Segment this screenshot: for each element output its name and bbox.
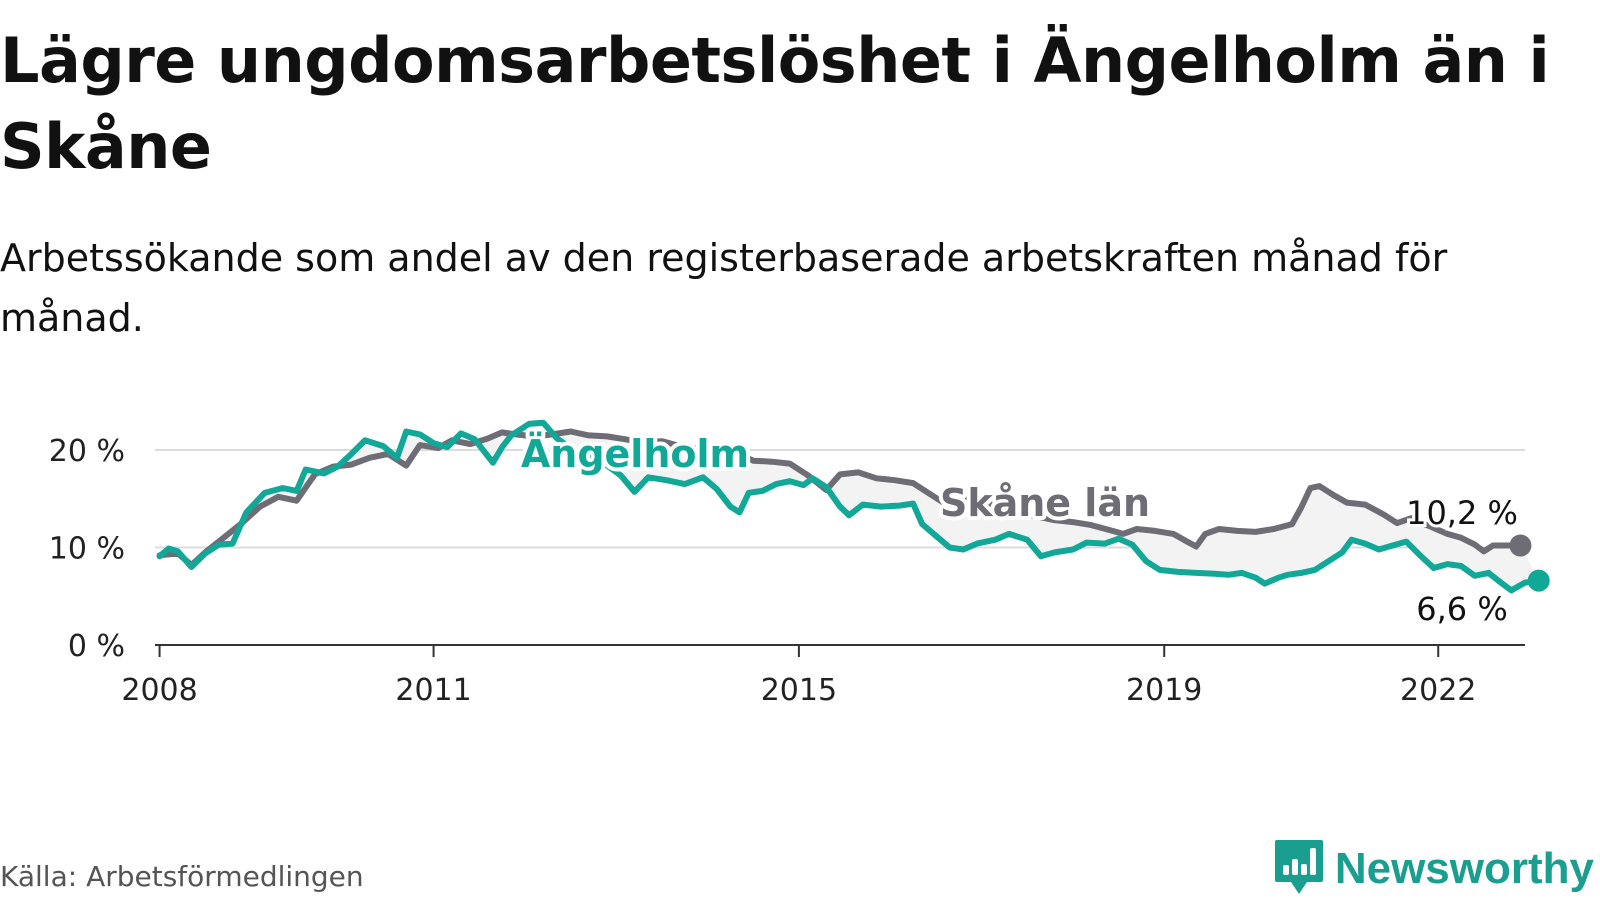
x-tick-label: 2011	[395, 673, 471, 708]
skane-end-marker	[1509, 534, 1532, 557]
skane-end-label: 10,2 %	[1406, 494, 1518, 532]
chart-title: Lägre ungdomsarbetslöshet i Ängelholm än…	[0, 24, 1550, 183]
axes: 0 % 10 % 20 % 2008 2011 2015 2019 2022	[49, 434, 1525, 708]
chart-subtitle: Arbetssökande som andel av den registerb…	[0, 236, 1448, 340]
skane-line	[156, 428, 1524, 568]
x-tick-label: 2022	[1400, 673, 1476, 708]
x-tick-label: 2015	[761, 673, 837, 708]
y-tick-label: 20 %	[49, 434, 125, 469]
x-tick-label: 2019	[1126, 673, 1202, 708]
x-tick-label: 2008	[121, 673, 197, 708]
source-note: Källa: Arbetsförmedlingen	[0, 860, 364, 893]
brand-name: Newsworthy	[1334, 844, 1594, 893]
gap-area	[159, 422, 1539, 591]
series-lines	[156, 419, 1550, 594]
bar-chart-speech-bubble-icon	[1273, 838, 1325, 900]
angelholm-series-label: Ängelholm	[521, 432, 749, 476]
series-labels: Ängelholm Skåne län 10,2 % 6,6 %	[517, 428, 1521, 631]
angelholm-end-marker	[1527, 569, 1550, 592]
brand-logo[interactable]: Newsworthy	[1273, 838, 1594, 900]
skane-series-label: Skåne län	[940, 481, 1150, 525]
angelholm-line	[156, 419, 1542, 594]
angelholm-end-label: 6,6 %	[1416, 590, 1507, 628]
y-tick-label: 10 %	[49, 532, 125, 567]
y-tick-label: 0 %	[68, 629, 125, 664]
